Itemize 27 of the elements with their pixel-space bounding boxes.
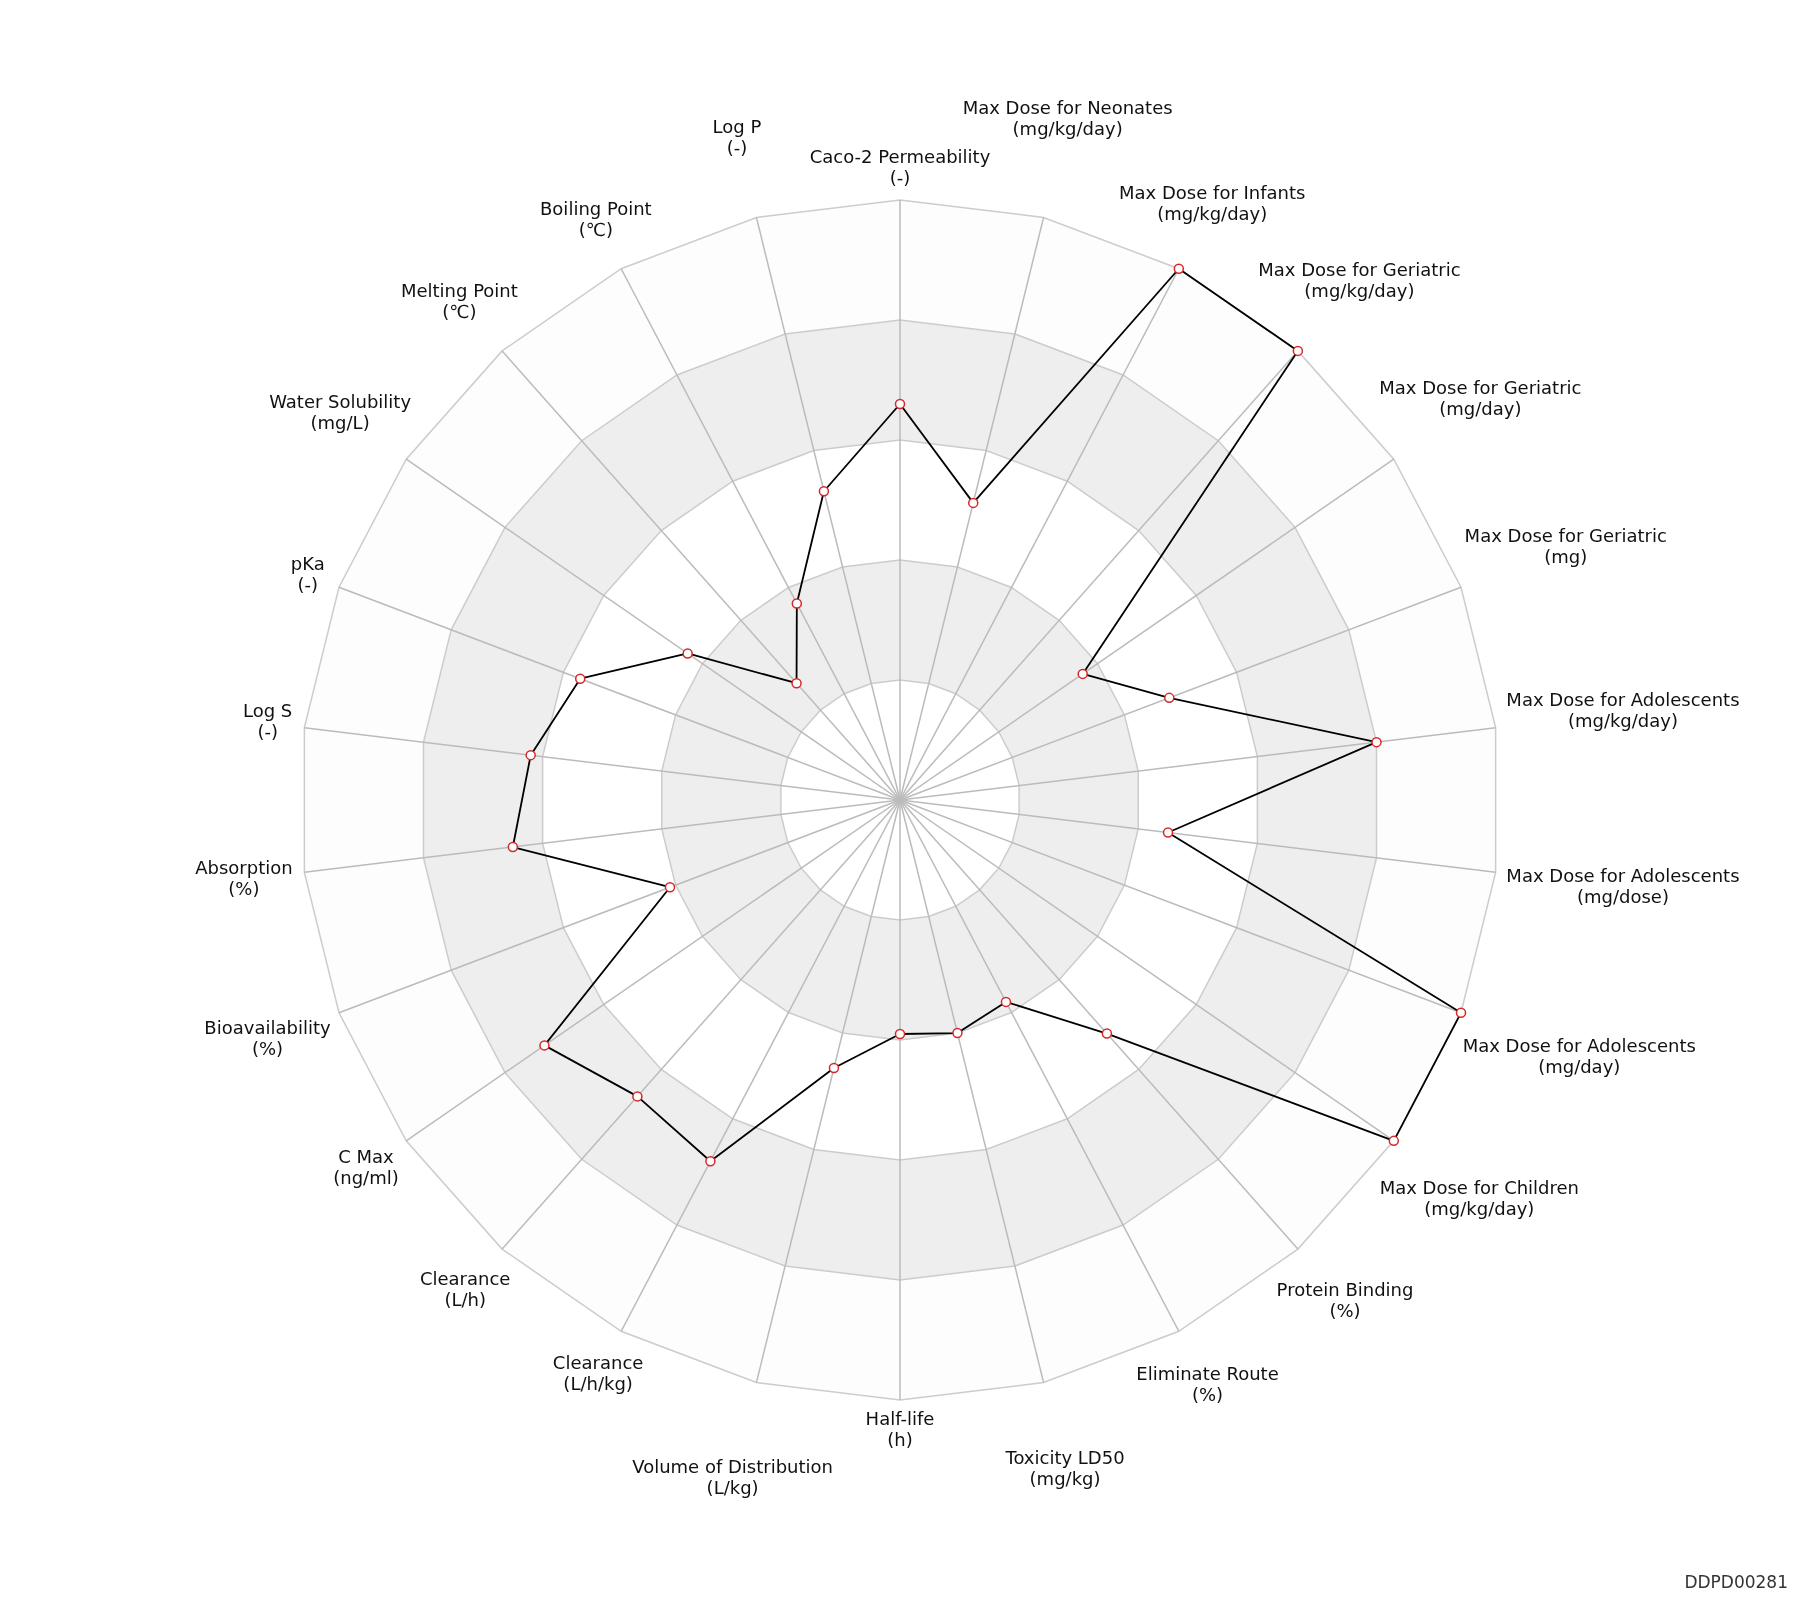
spoke-label: Max Dose for Adolescents (mg/dose)	[1506, 864, 1740, 907]
spoke-label: Protein Binding (%)	[1276, 1279, 1414, 1322]
spoke-label: pKa (-)	[290, 552, 325, 595]
spoke-label: Half-life (h)	[865, 1408, 935, 1451]
spoke-label: Clearance (L/h)	[419, 1267, 511, 1310]
spoke-label: Toxicity LD50 (mg/kg)	[1004, 1446, 1125, 1489]
spoke-label: Max Dose for Geriatric (mg/kg/day)	[1258, 258, 1461, 301]
spoke-label: Absorption (%)	[195, 856, 293, 899]
spoke-label: Max Dose for Adolescents (mg/day)	[1462, 1034, 1696, 1077]
spoke-label: Log S (-)	[242, 700, 293, 743]
spoke-label: Max Dose for Geriatric (mg/day)	[1379, 376, 1582, 419]
spoke-label: Max Dose for Geriatric (mg)	[1464, 524, 1667, 567]
spoke-label: Water Solubility (mg/L)	[269, 390, 412, 433]
spoke-label: Caco-2 Permeability (-)	[809, 146, 991, 189]
spoke-label: Max Dose for Neonates (mg/kg/day)	[962, 97, 1173, 140]
spoke-label: Eliminate Route (%)	[1136, 1363, 1279, 1406]
spoke-label: Melting Point (℃)	[400, 279, 518, 322]
spoke-label: Volume of Distribution (L/kg)	[632, 1456, 833, 1499]
spoke-label: Max Dose for Children (mg/kg/day)	[1379, 1177, 1580, 1220]
spoke-label: Boiling Point (℃)	[540, 197, 652, 240]
spoke-label: Log P (-)	[712, 115, 762, 158]
spoke-label: Max Dose for Infants (mg/kg/day)	[1119, 182, 1306, 225]
spoke-label: C Max (ng/ml)	[333, 1145, 399, 1188]
spoke-label: Max Dose for Adolescents (mg/kg/day)	[1506, 689, 1740, 732]
spoke-label: Bioavailability (%)	[204, 1017, 331, 1060]
text: DDPD00281	[1684, 1572, 1788, 1592]
spoke-label: Clearance (L/h/kg)	[552, 1352, 644, 1395]
